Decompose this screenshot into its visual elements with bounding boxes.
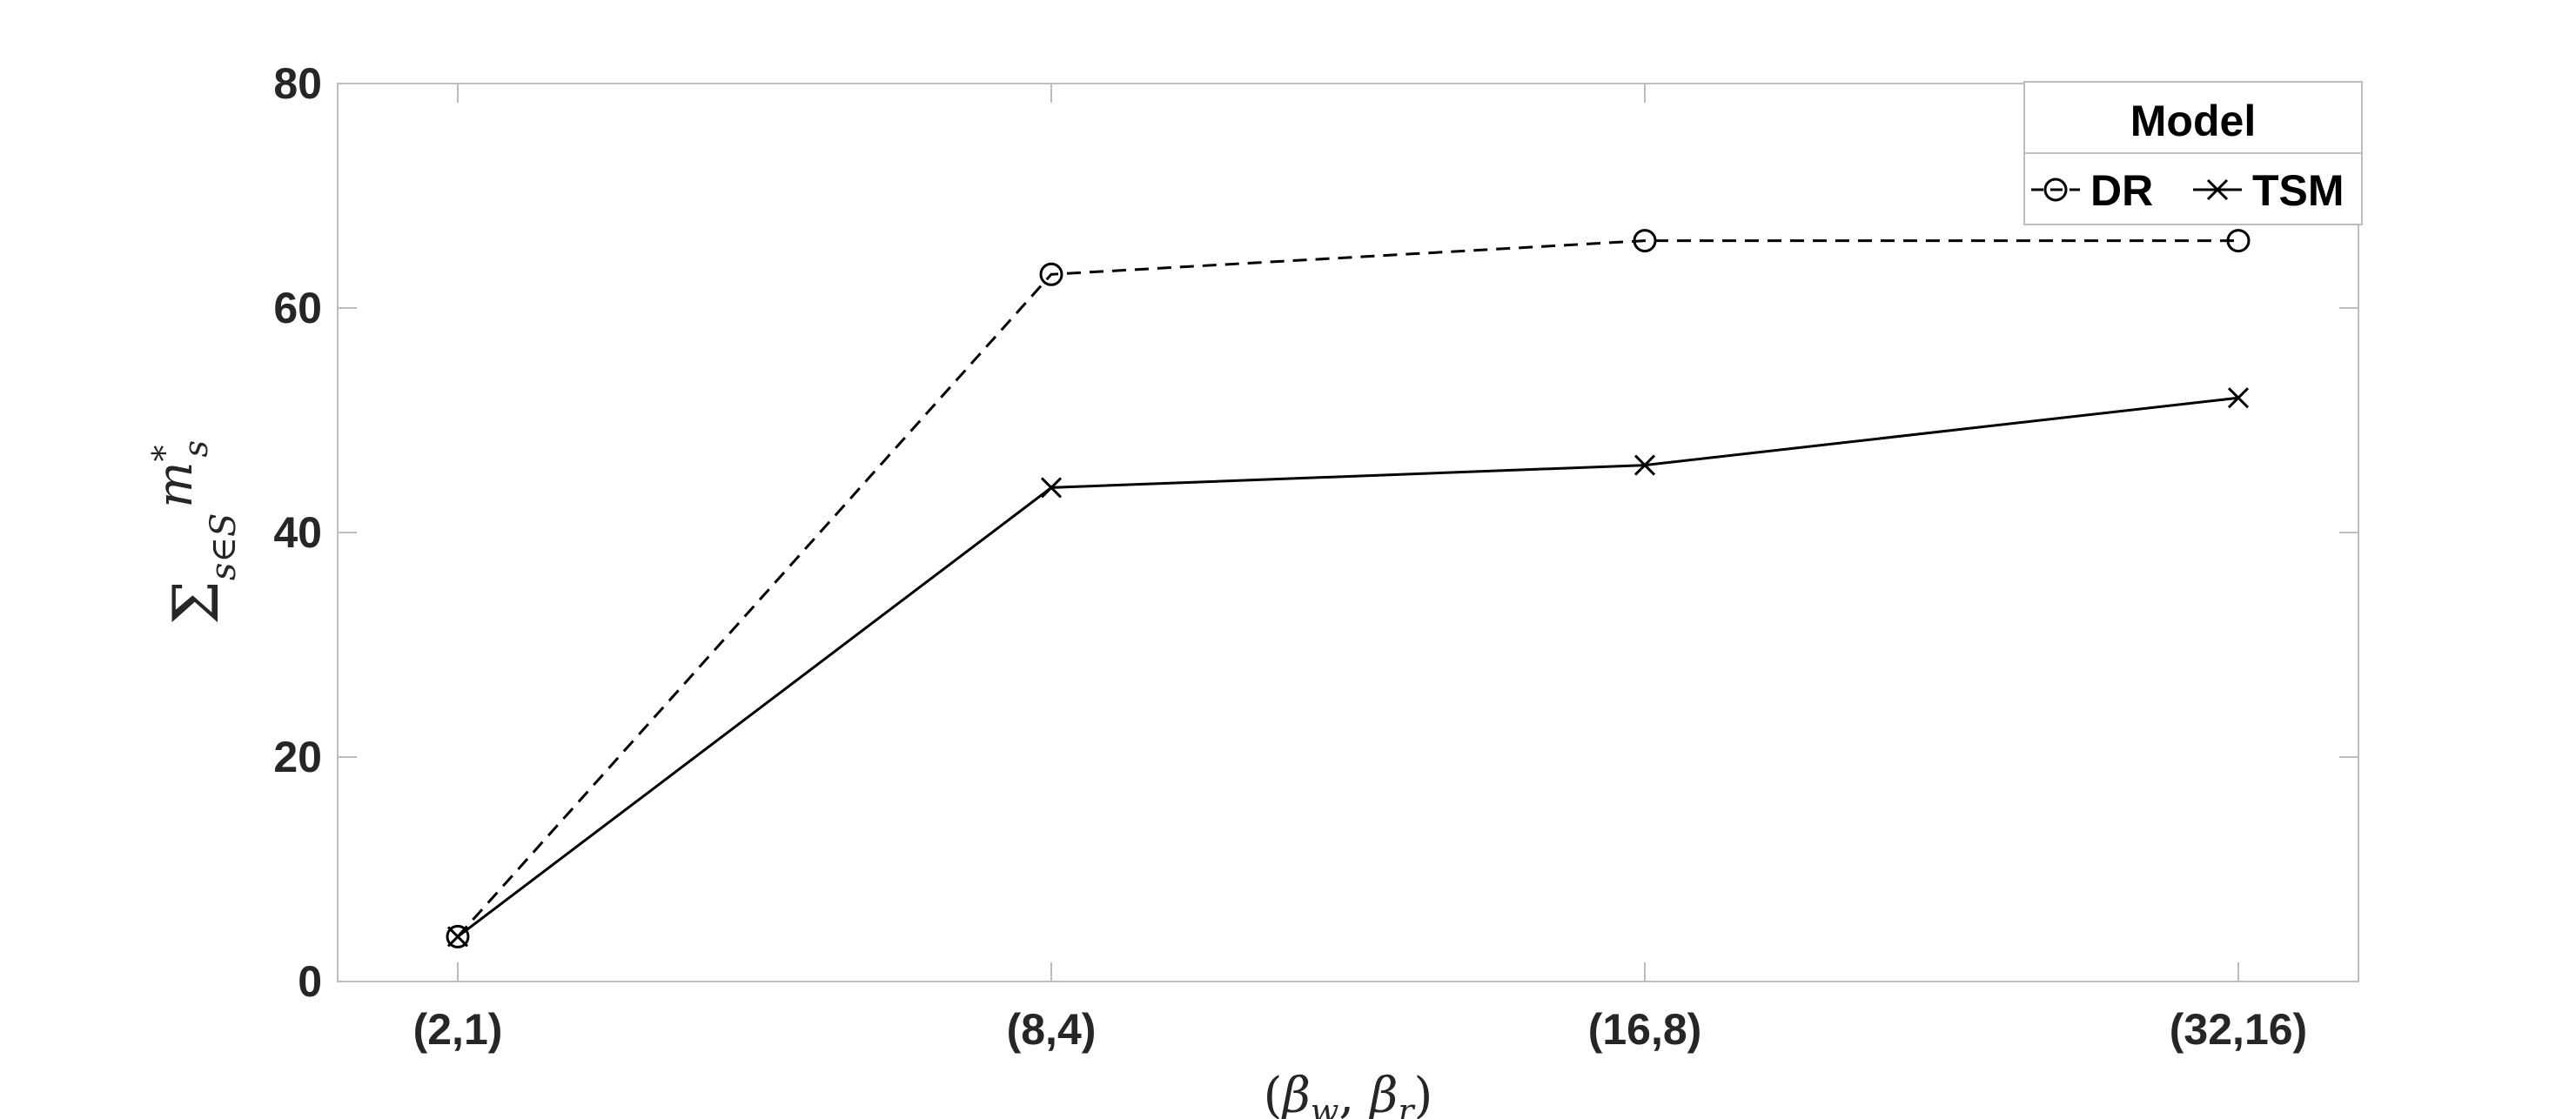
y-tick-label: 60 (273, 284, 322, 332)
data-point-dr (1039, 262, 1063, 286)
data-point-tsm (1633, 454, 1656, 476)
x-axis-title: (βw, βr) (1264, 1068, 1433, 1119)
data-point-tsm (1040, 477, 1063, 499)
series-layer (446, 229, 2251, 948)
legend-marker-dr (2043, 178, 2068, 202)
x-tick-label: (32,16) (2170, 1005, 2307, 1054)
data-point-dr (1633, 229, 1657, 253)
x-tick-label: (2,1) (413, 1005, 503, 1054)
svg-text:Σs∈Sm*s: Σs∈Sm*s (145, 440, 244, 625)
data-point-tsm (446, 926, 469, 948)
svg-text:(βw, βr): (βw, βr) (1264, 1068, 1433, 1119)
plot-area (337, 83, 2359, 982)
legend-marker-tsm (2206, 178, 2229, 201)
y-tick-label: 0 (298, 957, 322, 1006)
legend: Model DR TSM (2023, 81, 2363, 225)
x-tick-label: (16,8) (1588, 1005, 1702, 1054)
legend-label: TSM (2252, 166, 2345, 215)
legend-label: DR (2090, 166, 2153, 215)
y-axis-title: Σs∈Sm*s (145, 440, 244, 625)
series-line-dr (456, 239, 2238, 938)
y-tick-label: 80 (273, 59, 322, 108)
y-axis: 0 20 40 60 80 (273, 59, 2358, 1006)
series-line-tsm (457, 396, 2239, 938)
data-point-dr (2226, 229, 2251, 253)
x-axis: (2,1) (8,4) (16,8) (32,16) (413, 84, 2307, 1054)
x-tick-label: (8,4) (1007, 1005, 1097, 1054)
legend-item-tsm: TSM (2193, 166, 2345, 215)
data-point-dr (446, 924, 470, 948)
legend-title: Model (2130, 97, 2256, 145)
legend-item-dr: DR (2031, 166, 2153, 215)
y-tick-label: 20 (273, 733, 322, 781)
data-point-tsm (2227, 387, 2250, 409)
y-tick-label: 40 (273, 508, 322, 557)
